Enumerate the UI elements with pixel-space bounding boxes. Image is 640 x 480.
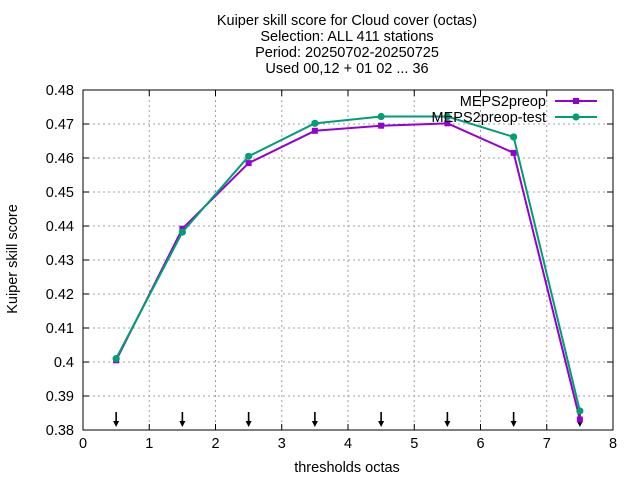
y-axis-label: Kuiper skill score: [5, 204, 21, 314]
x-tick-label: 1: [145, 436, 153, 452]
arrow-head: [311, 421, 318, 427]
threshold-arrow-marker: [113, 412, 120, 427]
threshold-arrow-marker: [510, 412, 517, 427]
arrow-head: [444, 421, 451, 427]
series-line: [115, 115, 581, 412]
x-tick-label: 7: [543, 436, 551, 452]
chart-title-line-2: Selection: ALL 411 stations: [260, 29, 433, 45]
y-tick-label: 0.46: [46, 151, 74, 167]
y-tick-label: 0.38: [46, 423, 74, 439]
legend-entry: MEPS2preop: [460, 94, 597, 110]
series-2: [112, 112, 584, 415]
y-tick-label: 0.4: [54, 355, 74, 371]
x-tick-label: 5: [410, 436, 418, 452]
x-tick-label: 8: [609, 436, 617, 452]
x-tick-label: 2: [211, 436, 219, 452]
data-point-marker: [443, 112, 451, 121]
threshold-arrow-marker: [179, 412, 186, 427]
data-point-marker: [510, 133, 518, 141]
y-tick-label: 0.43: [46, 253, 74, 269]
y-axis-ticks: 0.38 0.39 0.4 0.41 0.42 0.43 0.44 0.45 0.46 0.47 0…: [46, 83, 613, 439]
arrow-head: [576, 421, 583, 427]
y-tick-label: 0.39: [46, 389, 74, 405]
legend-marker: [573, 98, 579, 104]
y-tick-label: 0.48: [46, 83, 74, 99]
legend-label: MEPS2preop-test: [432, 110, 546, 126]
data-point-marker: [178, 228, 186, 236]
chart-title-line-4: Used 00,12 + 01 02 ... 36: [265, 61, 428, 77]
y-tick-label: 0.41: [46, 321, 74, 337]
chart-title: Kuiper skill score for Cloud cover (octa…: [217, 13, 477, 77]
x-axis-label: thresholds octas: [294, 460, 400, 476]
legend-marker: [572, 113, 580, 121]
data-point-marker: [245, 152, 253, 160]
chart-title-line-3: Period: 20250702-20250725: [255, 45, 439, 61]
threshold-arrow-marker: [245, 412, 252, 427]
data-point-marker: [311, 127, 318, 134]
x-tick-label: 0: [79, 436, 87, 452]
arrow-head: [245, 421, 252, 427]
data-point-marker: [311, 119, 319, 127]
data-point-marker: [245, 160, 252, 167]
y-tick-label: 0.47: [46, 117, 74, 133]
arrow-head: [179, 421, 186, 427]
threshold-arrow-marker: [444, 412, 451, 427]
data-point-marker: [444, 120, 451, 127]
x-axis-ticks: 0 1 2 3 4 5 6 7 8: [79, 90, 617, 452]
arrow-head: [378, 421, 385, 427]
threshold-arrow-marker: [311, 412, 318, 427]
arrow-head: [510, 421, 517, 427]
data-point-marker: [112, 355, 120, 363]
x-tick-label: 4: [344, 436, 352, 452]
threshold-arrow-marker: [378, 412, 385, 427]
series-lines: [112, 112, 584, 423]
plot-border: [82, 89, 614, 431]
data-point-marker: [576, 407, 584, 415]
chart-title-line-1: Kuiper skill score for Cloud cover (octa…: [217, 13, 477, 29]
data-point-marker: [378, 122, 385, 129]
legend-entry: MEPS2preop-test: [432, 110, 597, 126]
y-tick-label: 0.42: [46, 287, 74, 303]
arrow-head: [113, 421, 120, 427]
y-tick-label: 0.44: [46, 219, 74, 235]
data-point-marker: [510, 149, 517, 156]
y-tick-label: 0.45: [46, 185, 74, 201]
data-point-marker: [576, 416, 583, 423]
data-point-marker: [377, 112, 385, 121]
x-tick-label: 3: [278, 436, 286, 452]
legend-label: MEPS2preop: [460, 94, 546, 110]
x-tick-label: 6: [476, 436, 484, 452]
series-line: [115, 122, 581, 420]
